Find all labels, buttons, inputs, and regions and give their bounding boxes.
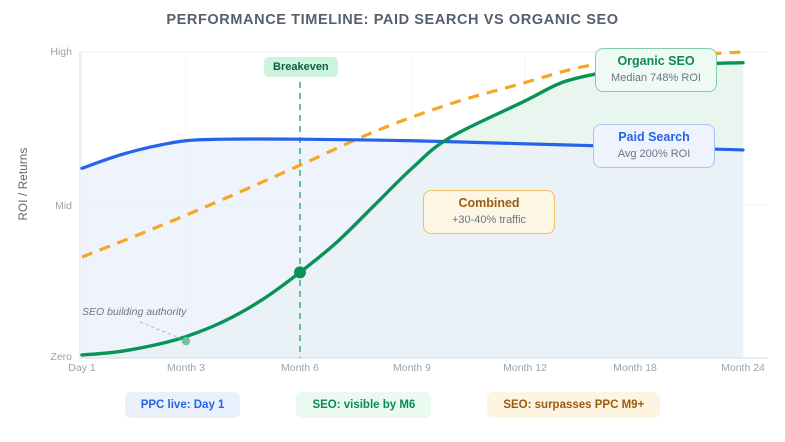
callout-organic-seo-subtitle: Median 748% ROI <box>611 71 701 84</box>
x-tick-month-24: Month 24 <box>721 362 765 374</box>
x-tick-month-12: Month 12 <box>503 362 547 374</box>
x-tick-month-3: Month 3 <box>167 362 205 374</box>
callout-combined-title: Combined <box>458 196 520 210</box>
legend-pill-surpass[interactable]: SEO: surpasses PPC M9+ <box>487 392 661 418</box>
callout-paid-search[interactable]: Paid Search Avg 200% ROI <box>593 124 715 169</box>
legend-pill-seo[interactable]: SEO: visible by M6 <box>296 392 432 418</box>
callout-combined-subtitle: +30-40% traffic <box>451 213 527 226</box>
y-tick-high: High <box>50 46 72 58</box>
callout-paid-search-title: Paid Search <box>618 130 690 144</box>
y-tick-zero: Zero <box>50 351 72 363</box>
y-tick-mid: Mid <box>55 200 72 212</box>
chart-title: PERFORMANCE TIMELINE: PAID SEARCH VS ORG… <box>166 12 619 28</box>
legend-pill-ppc[interactable]: PPC live: Day 1 <box>124 392 241 418</box>
seo-building-authority-note: SEO building authority <box>82 306 187 318</box>
callout-organic-seo[interactable]: Organic SEO Median 748% ROI <box>595 48 717 93</box>
callout-combined[interactable]: Combined +30-40% traffic <box>423 190 555 235</box>
legend: PPC live: Day 1 SEO: visible by M6 SEO: … <box>0 392 785 418</box>
paid-search-area <box>82 139 743 358</box>
x-tick-month-9: Month 9 <box>393 362 431 374</box>
x-tick-day-1: Day 1 <box>68 362 96 374</box>
annotation-arrow <box>139 321 181 339</box>
seo-authority-marker <box>181 336 191 346</box>
breakeven-marker <box>294 266 306 279</box>
breakeven-label: Breakeven <box>264 57 338 77</box>
callout-organic-seo-title: Organic SEO <box>617 54 695 68</box>
callout-paid-search-subtitle: Avg 200% ROI <box>617 147 691 160</box>
x-tick-month-6: Month 6 <box>281 362 319 374</box>
x-tick-month-18: Month 18 <box>613 362 657 374</box>
